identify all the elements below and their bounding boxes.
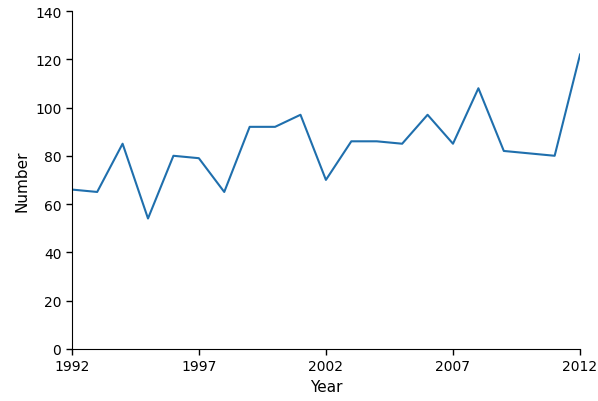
Y-axis label: Number: Number bbox=[14, 150, 29, 211]
X-axis label: Year: Year bbox=[310, 379, 342, 394]
